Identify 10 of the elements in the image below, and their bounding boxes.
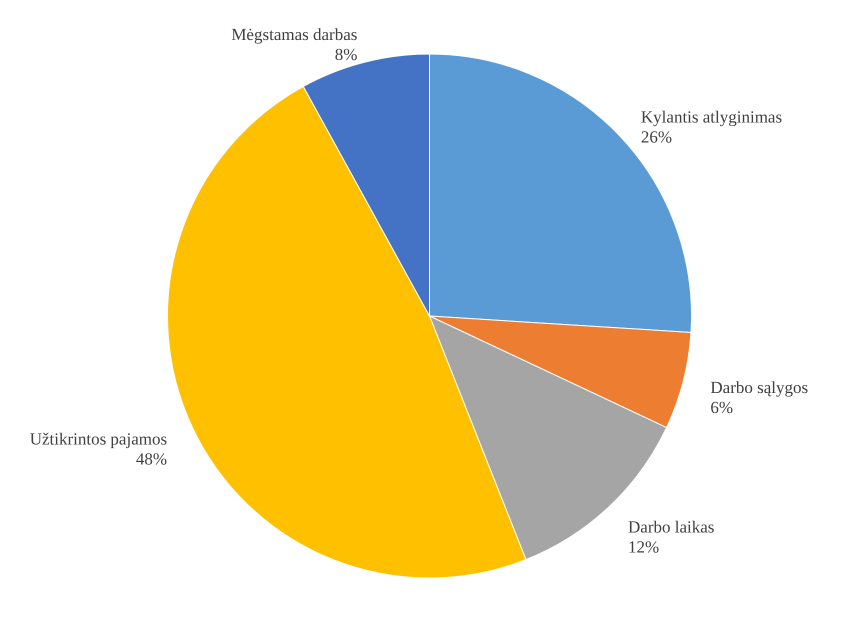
data-label: 48% — [136, 449, 168, 468]
data-label: 26% — [640, 127, 672, 146]
slice-label: Mėgstamas darbas — [231, 25, 358, 44]
data-label: 6% — [710, 398, 734, 418]
slice-label: Užtikrintos pajamos — [30, 429, 168, 448]
slice-label: Darbo sąlygos — [710, 378, 808, 398]
data-label: 12% — [628, 537, 660, 556]
data-label: 8% — [334, 45, 358, 64]
slice-label: Kylantis atlyginimas — [640, 107, 782, 126]
slice-label: Darbo laikas — [628, 517, 714, 536]
